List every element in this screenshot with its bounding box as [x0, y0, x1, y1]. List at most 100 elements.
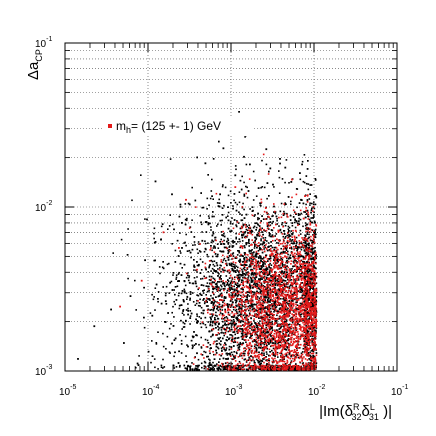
- data-point: [247, 302, 250, 304]
- data-point: [199, 298, 201, 301]
- data-point: [284, 336, 286, 338]
- data-point: [251, 260, 254, 263]
- data-point: [242, 276, 244, 279]
- data-point: [238, 308, 240, 310]
- data-point: [270, 335, 272, 337]
- data-point: [200, 284, 203, 286]
- data-point: [217, 247, 220, 249]
- data-point: [310, 217, 312, 219]
- data-point: [294, 226, 297, 229]
- data-point: [232, 239, 234, 242]
- data-point: [200, 192, 202, 194]
- data-point: [246, 282, 249, 284]
- data-point: [271, 327, 273, 330]
- data-point: [280, 352, 283, 355]
- data-point: [285, 354, 288, 356]
- data-point: [291, 285, 294, 287]
- data-point: [296, 301, 298, 303]
- data-point: [248, 240, 250, 242]
- data-point: [286, 212, 288, 215]
- data-point: [286, 302, 288, 304]
- data-point: [216, 363, 218, 365]
- data-point: [237, 222, 240, 224]
- data-point: [194, 280, 197, 283]
- data-point: [257, 336, 260, 339]
- data-point: [307, 188, 310, 191]
- data-point: [223, 239, 225, 242]
- data-point: [285, 319, 288, 321]
- data-point: [175, 274, 178, 276]
- data-point: [294, 323, 296, 326]
- data-point: [260, 255, 262, 258]
- data-point: [238, 250, 240, 252]
- data-point: [235, 301, 237, 304]
- data-point: [241, 328, 243, 330]
- data-point: [233, 325, 236, 327]
- data-point: [196, 264, 199, 267]
- data-point: [293, 292, 295, 294]
- data-point: [240, 354, 243, 357]
- data-point: [268, 343, 270, 345]
- data-point: [257, 212, 259, 215]
- data-point: [217, 268, 219, 270]
- data-point: [219, 308, 221, 311]
- data-point: [206, 282, 209, 284]
- data-point: [312, 354, 314, 357]
- data-point: [212, 288, 214, 291]
- data-point: [131, 199, 133, 202]
- data-point: [197, 264, 200, 267]
- data-point: [227, 330, 230, 333]
- data-point: [244, 235, 247, 238]
- data-point: [200, 346, 203, 348]
- data-point: [252, 330, 255, 332]
- data-point: [204, 247, 207, 250]
- data-point: [228, 337, 231, 340]
- data-point: [257, 250, 260, 252]
- data-point: [284, 181, 286, 184]
- data-point: [261, 243, 264, 246]
- data-point: [310, 350, 313, 352]
- data-point: [197, 294, 200, 297]
- data-point: [153, 232, 155, 235]
- data-point: [226, 354, 229, 356]
- data-point: [242, 368, 244, 371]
- data-point: [236, 330, 238, 333]
- data-point: [202, 322, 205, 325]
- data-point: [174, 351, 176, 354]
- data-point: [278, 328, 281, 330]
- data-point: [282, 264, 284, 266]
- data-point: [227, 353, 230, 355]
- data-point: [184, 203, 187, 205]
- data-point: [308, 218, 311, 221]
- data-point: [310, 209, 313, 212]
- data-point: [315, 233, 317, 236]
- data-point: [293, 255, 295, 258]
- data-point: [160, 302, 163, 305]
- data-point: [198, 364, 200, 367]
- data-point: [176, 285, 179, 288]
- data-point: [266, 331, 268, 334]
- data-point: [219, 293, 222, 295]
- data-point: [241, 234, 243, 237]
- data-point: [167, 312, 169, 314]
- data-point: [311, 221, 314, 224]
- data-point: [259, 320, 261, 322]
- data-point: [196, 248, 199, 251]
- data-point: [261, 258, 264, 260]
- data-point: [315, 287, 318, 290]
- data-point: [263, 241, 266, 244]
- data-point: [193, 241, 196, 243]
- data-point: [241, 291, 243, 294]
- data-point: [272, 283, 274, 286]
- data-point: [209, 359, 211, 361]
- data-point: [229, 300, 232, 302]
- data-point: [309, 193, 311, 195]
- data-point: [275, 233, 278, 235]
- data-point: [224, 285, 226, 288]
- data-point: [250, 317, 252, 319]
- data-point: [288, 256, 291, 258]
- data-point: [247, 369, 249, 371]
- data-point: [205, 305, 208, 307]
- data-point: [274, 271, 276, 273]
- data-point: [217, 275, 219, 277]
